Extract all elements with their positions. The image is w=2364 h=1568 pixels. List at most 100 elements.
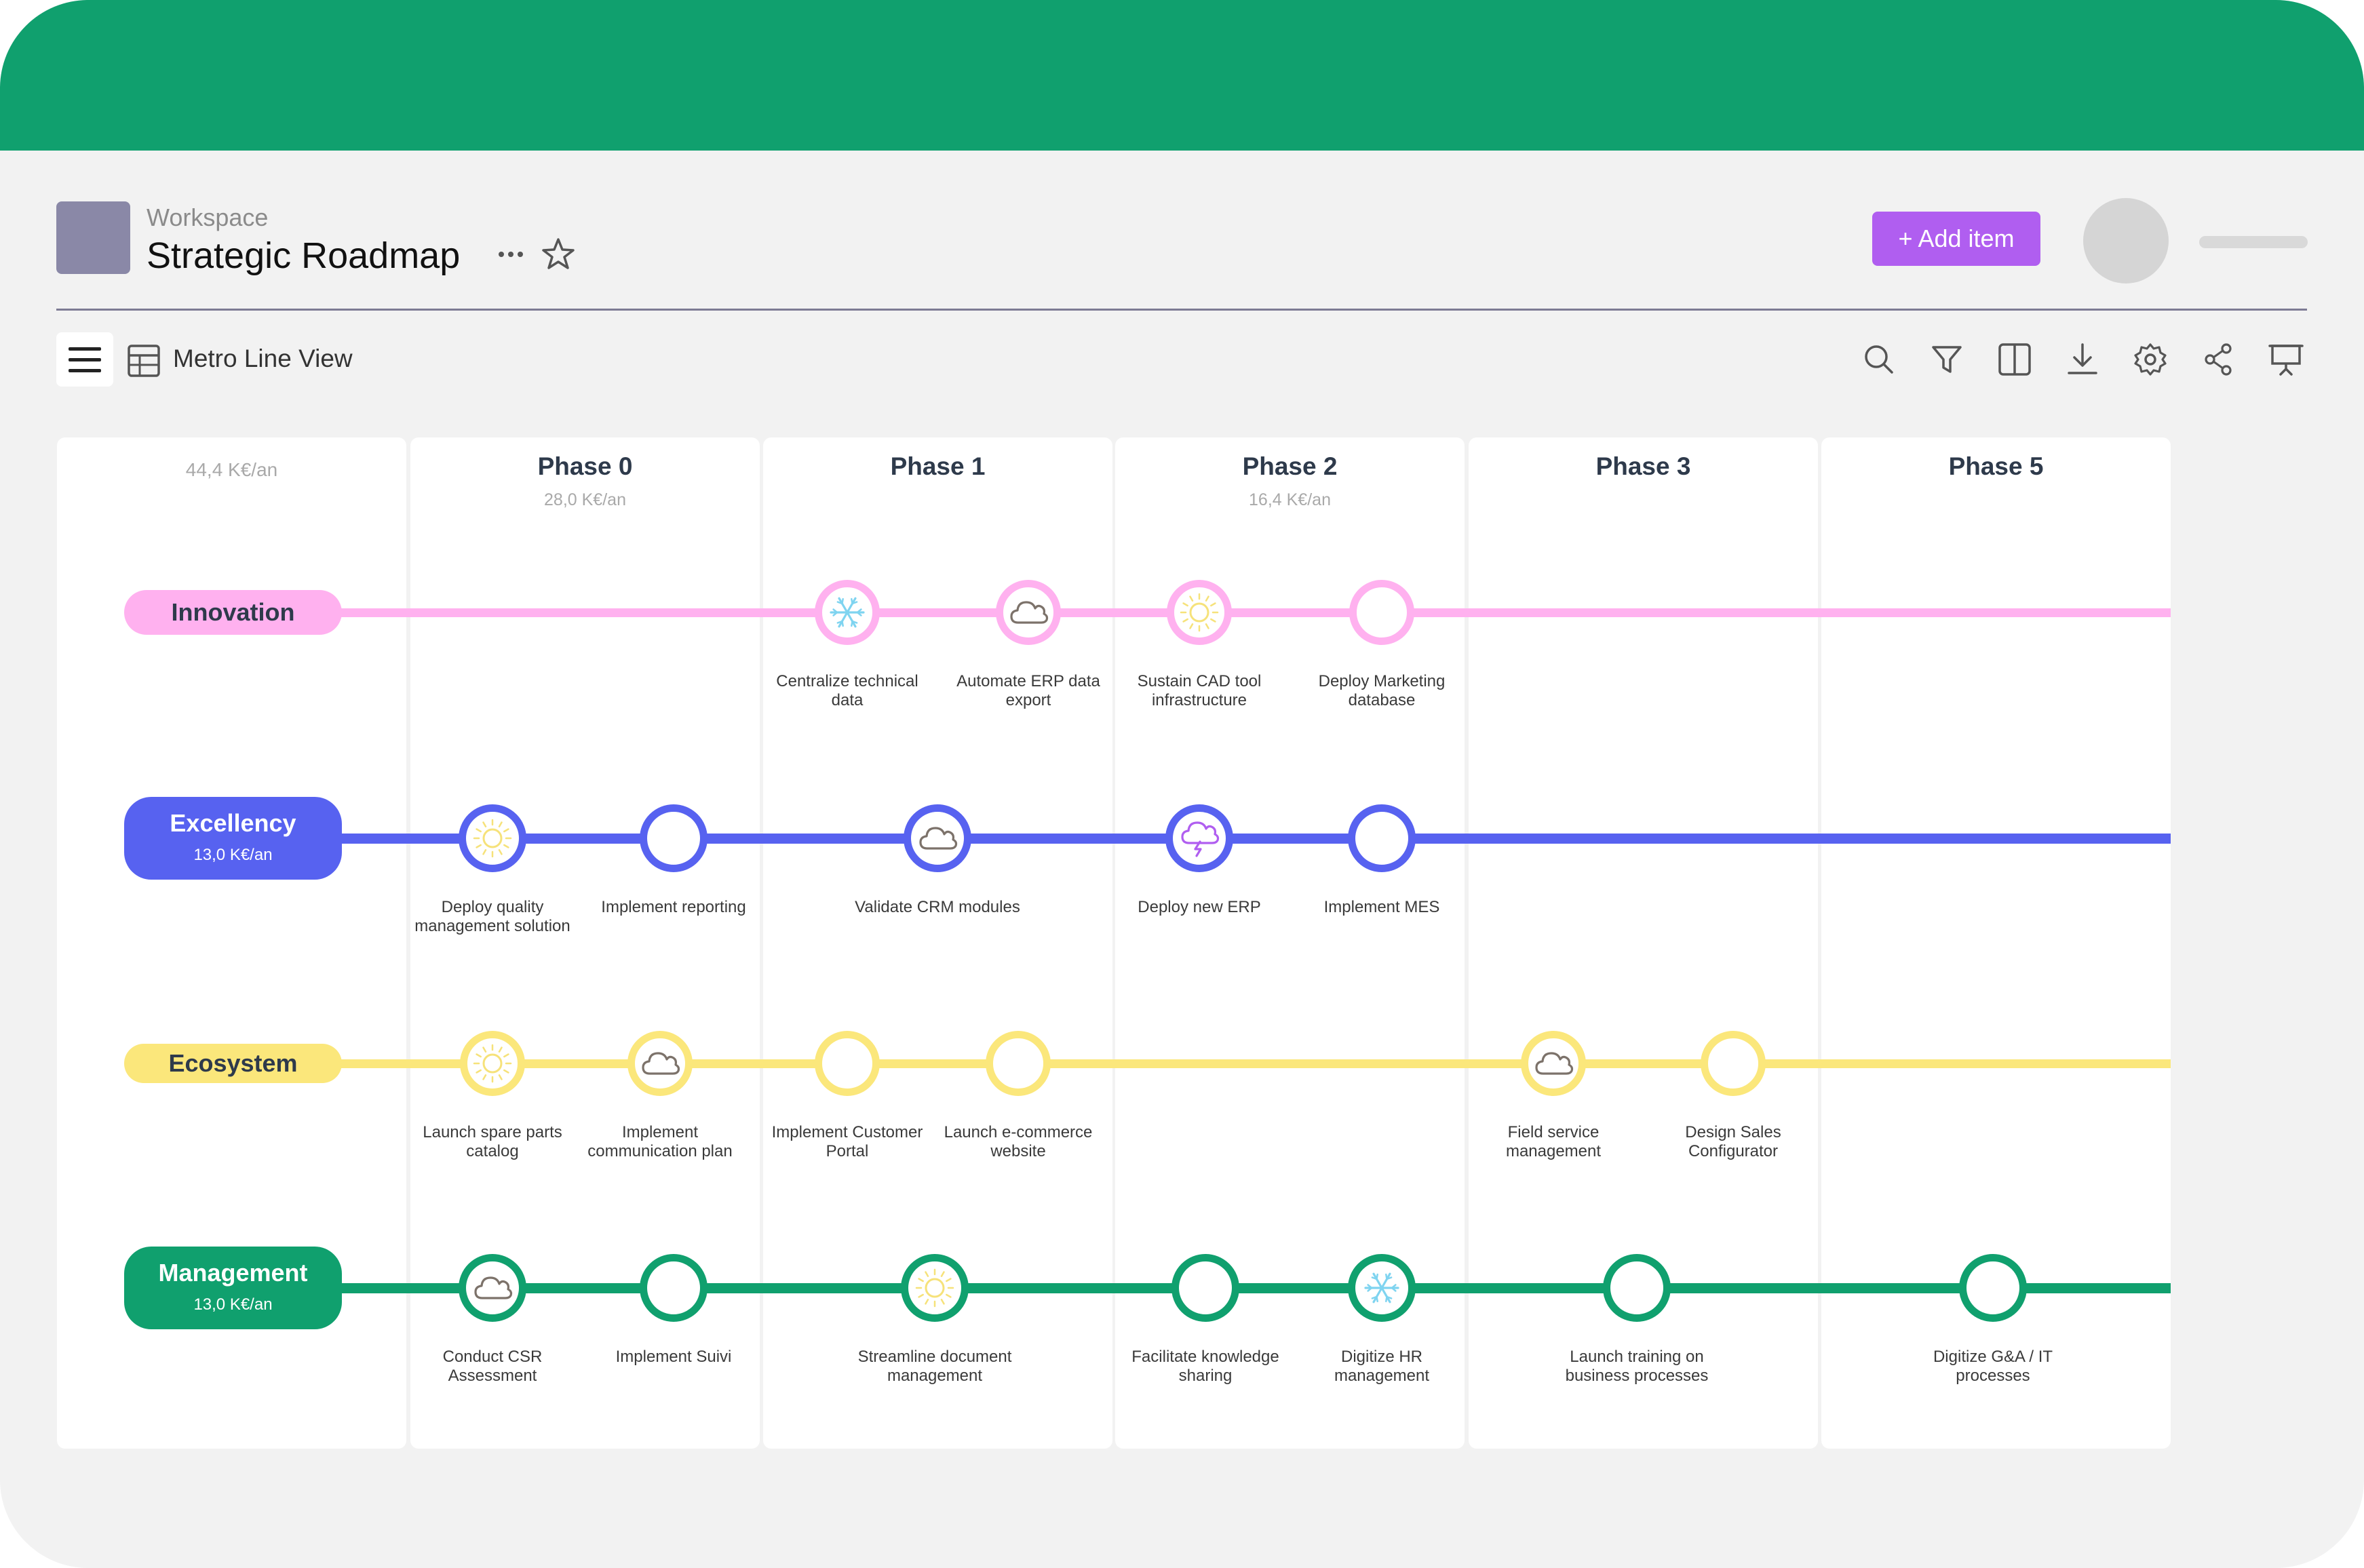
line-name: Excellency [170, 809, 296, 837]
station-label[interactable]: Launch e-commerce website [944, 1123, 1093, 1160]
station-label[interactable]: Facilitate knowledge sharing [1131, 1348, 1279, 1385]
page-header: Workspace Strategic Roadmap + Add item [0, 151, 2364, 313]
phase-title[interactable]: Phase 2 [1242, 452, 1338, 480]
sun-icon [470, 816, 515, 861]
line-budget: 13,0 K€/an [193, 1295, 273, 1314]
cloud-icon [470, 1266, 515, 1310]
star-icon[interactable] [540, 236, 577, 273]
storm-icon [1177, 816, 1222, 861]
station-label[interactable]: Implement MES [1323, 898, 1440, 916]
station[interactable] [1165, 804, 1233, 872]
table-icon[interactable] [127, 344, 161, 378]
metro-line [326, 1059, 2171, 1068]
station-label[interactable]: Validate CRM modules [855, 898, 1020, 916]
workspace-logo[interactable] [56, 201, 130, 274]
avatar[interactable] [2083, 198, 2169, 283]
station[interactable] [640, 804, 708, 872]
line-name: Management [158, 1259, 308, 1287]
station[interactable] [1171, 1254, 1239, 1322]
menu-button[interactable] [56, 332, 113, 387]
header-divider [56, 309, 2307, 311]
station-label[interactable]: Implement reporting [601, 898, 746, 916]
station-label[interactable]: Launch training on business processes [1565, 1348, 1709, 1385]
present-icon[interactable] [2266, 339, 2306, 380]
download-icon[interactable] [2062, 339, 2103, 380]
sun-icon [912, 1266, 957, 1310]
phase-budget: 16,4 K€/an [1249, 490, 1331, 509]
workspace-label[interactable]: Workspace [147, 203, 269, 231]
station[interactable] [459, 1254, 526, 1322]
menu-icon [69, 347, 101, 372]
station[interactable] [1701, 1031, 1766, 1096]
phase-budget: 28,0 K€/an [544, 490, 626, 509]
station[interactable] [1959, 1254, 2027, 1322]
station-label[interactable]: Automate ERP data export [956, 672, 1100, 709]
station[interactable] [460, 1031, 525, 1096]
station[interactable] [901, 1254, 969, 1322]
station[interactable] [815, 1031, 880, 1096]
station-label[interactable]: Implement Suivi [615, 1348, 732, 1366]
station[interactable] [1167, 580, 1232, 645]
station[interactable] [1521, 1031, 1586, 1096]
station[interactable] [1348, 1254, 1416, 1322]
station-label[interactable]: Conduct CSR Assessment [442, 1348, 543, 1385]
station[interactable] [459, 804, 526, 872]
station[interactable] [904, 804, 971, 872]
station-label[interactable]: Deploy new ERP [1138, 898, 1261, 916]
station-label[interactable]: Implement Customer Portal [771, 1123, 923, 1160]
add-item-button[interactable]: + Add item [1872, 212, 2040, 266]
station-label[interactable]: Sustain CAD tool infrastructure [1137, 672, 1262, 709]
top-banner [0, 0, 2364, 151]
phase-title[interactable]: Phase 3 [1595, 452, 1691, 480]
search-icon[interactable] [1859, 339, 1899, 380]
cloud-icon [915, 816, 960, 861]
line-name: Ecosystem [168, 1049, 298, 1077]
sun-icon [470, 1041, 515, 1086]
station-label[interactable]: Deploy quality management solution [414, 898, 570, 935]
line-name: Innovation [171, 598, 295, 626]
snowflake-icon [825, 590, 870, 635]
station-label[interactable]: Deploy Marketing database [1318, 672, 1446, 709]
user-name-placeholder [2199, 236, 2308, 248]
metro-line [326, 608, 2171, 617]
station-label[interactable]: Centralize technical data [776, 672, 918, 709]
station[interactable] [627, 1031, 693, 1096]
station[interactable] [640, 1254, 708, 1322]
line-budget: 13,0 K€/an [193, 846, 273, 864]
station-label[interactable]: Digitize G&A / IT processes [1933, 1348, 2053, 1385]
phase-title[interactable]: Phase 0 [537, 452, 633, 480]
view-toolbar: Metro Line View [0, 326, 2364, 393]
filter-icon[interactable] [1926, 339, 1967, 380]
station[interactable] [815, 580, 880, 645]
station[interactable] [1348, 804, 1416, 872]
cloud-icon [1006, 590, 1051, 635]
line-label-excellency[interactable]: Excellency 13,0 K€/an [124, 797, 342, 880]
station-label[interactable]: Field service management [1505, 1123, 1602, 1160]
metro-line [326, 1282, 2171, 1293]
view-name[interactable]: Metro Line View [173, 345, 353, 372]
settings-icon[interactable] [2130, 339, 2171, 380]
phase-title[interactable]: Phase 1 [890, 452, 986, 480]
split-view-icon[interactable] [1994, 339, 2035, 380]
station-label[interactable]: Launch spare parts catalog [423, 1123, 562, 1160]
sun-icon [1177, 590, 1222, 635]
station-label[interactable]: Implement communication plan [587, 1123, 733, 1160]
line-label-ecosystem[interactable]: Ecosystem [124, 1044, 342, 1083]
line-label-innovation[interactable]: Innovation [124, 590, 342, 635]
station[interactable] [986, 1031, 1051, 1096]
station-label[interactable]: Streamline document management [857, 1348, 1012, 1385]
cloud-icon [638, 1041, 682, 1086]
station[interactable] [1603, 1254, 1671, 1322]
station[interactable] [1349, 580, 1414, 645]
station[interactable] [996, 580, 1061, 645]
phase-title[interactable]: Phase 5 [1948, 452, 2044, 480]
cloud-icon [1531, 1041, 1576, 1086]
more-dots-icon[interactable] [494, 237, 528, 271]
snowflake-icon [1359, 1266, 1404, 1310]
station-label[interactable]: Digitize HR management [1334, 1348, 1430, 1385]
line-label-management[interactable]: Management 13,0 K€/an [124, 1247, 342, 1329]
share-icon[interactable] [2198, 339, 2239, 380]
station-label[interactable]: Design Sales Configurator [1685, 1123, 1781, 1160]
